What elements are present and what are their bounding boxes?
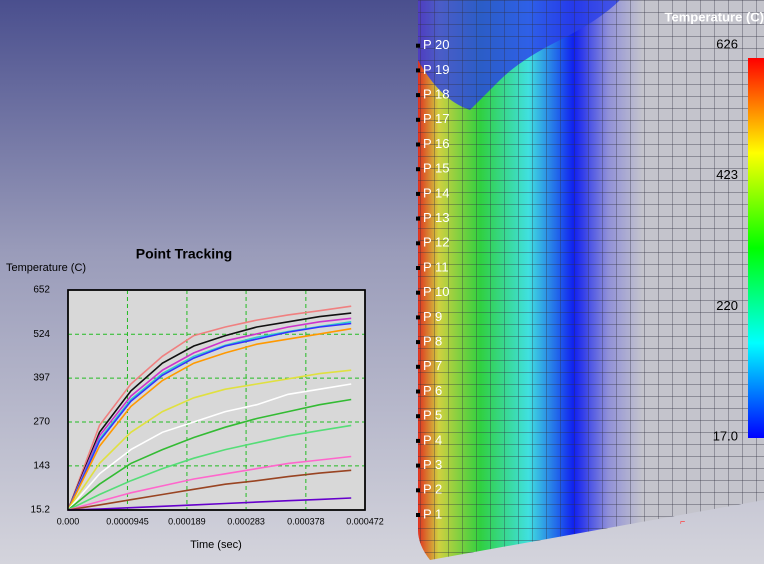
- legend-tick-label: 626: [716, 36, 738, 51]
- point-marker: [416, 315, 420, 319]
- axis-triad: ⌐: [680, 516, 685, 526]
- point-label: P 11: [423, 259, 449, 274]
- point-marker: [416, 68, 420, 72]
- color-bar: [748, 58, 764, 438]
- point-label: P 15: [423, 161, 450, 176]
- x-tick-label: 0.000: [57, 516, 80, 526]
- y-tick-label: 270: [33, 417, 50, 428]
- point-marker: [416, 390, 420, 394]
- point-marker: [416, 93, 420, 97]
- point-marker: [416, 340, 420, 344]
- legend-tick-label: 17.0: [713, 428, 738, 443]
- point-label: P 16: [423, 136, 450, 151]
- y-tick-label: 652: [33, 285, 50, 296]
- x-tick-label: 0.000189: [168, 516, 206, 526]
- plot-area: [68, 290, 365, 510]
- point-label: P 7: [423, 358, 442, 373]
- point-marker: [416, 291, 420, 295]
- point-marker: [416, 365, 420, 369]
- point-label: P 6: [423, 383, 442, 398]
- point-marker: [416, 167, 420, 171]
- point-label: P 18: [423, 87, 450, 102]
- point-label: P 3: [423, 457, 442, 472]
- y-axis-label: Temperature (C): [6, 262, 86, 274]
- point-label: P 9: [423, 309, 442, 324]
- point-marker: [416, 464, 420, 468]
- point-label: P 20: [423, 37, 450, 52]
- point-marker: [416, 217, 420, 221]
- point-marker: [416, 44, 420, 48]
- point-label: P 14: [423, 185, 450, 200]
- mesh-lines: [418, 0, 764, 560]
- y-tick-label: 397: [33, 373, 50, 384]
- point-marker: [416, 513, 420, 517]
- legend-tick-label: 220: [716, 298, 738, 313]
- x-tick-label: 0.000378: [287, 516, 325, 526]
- y-tick-label: 143: [33, 460, 50, 471]
- point-marker: [416, 143, 420, 147]
- point-marker: [416, 414, 420, 418]
- point-marker: [416, 439, 420, 443]
- point-label: P 5: [423, 408, 442, 423]
- point-label: P 4: [423, 432, 442, 447]
- x-tick-label: 0.0000945: [106, 516, 149, 526]
- chart-title: Point Tracking: [136, 246, 232, 262]
- point-marker: [416, 488, 420, 492]
- point-label: P 10: [423, 284, 450, 299]
- point-label: P 19: [423, 62, 450, 77]
- point-label: P 2: [423, 482, 442, 497]
- legend-title: Temperature (C): [665, 9, 764, 24]
- point-label: P 13: [423, 210, 450, 225]
- point-marker: [416, 118, 420, 122]
- legend-tick-label: 423: [716, 167, 738, 182]
- y-tick-label: 524: [33, 329, 50, 340]
- x-axis-label: Time (sec): [190, 539, 242, 551]
- point-marker: [416, 192, 420, 196]
- point-label: P 17: [423, 111, 450, 126]
- point-label: P 8: [423, 334, 442, 349]
- y-tick-label: 15.2: [31, 505, 51, 516]
- point-marker: [416, 266, 420, 270]
- mesh-view: Temperature (C) ⌐: [418, 0, 764, 560]
- screen: Temperature (C) ⌐ Point Tracking Tempera…: [0, 0, 764, 564]
- x-tick-label: 0.000283: [227, 516, 265, 526]
- point-label: P 12: [423, 235, 450, 250]
- x-tick-label: 0.000472: [346, 516, 384, 526]
- point-label: P 1: [423, 506, 442, 521]
- point-marker: [416, 241, 420, 245]
